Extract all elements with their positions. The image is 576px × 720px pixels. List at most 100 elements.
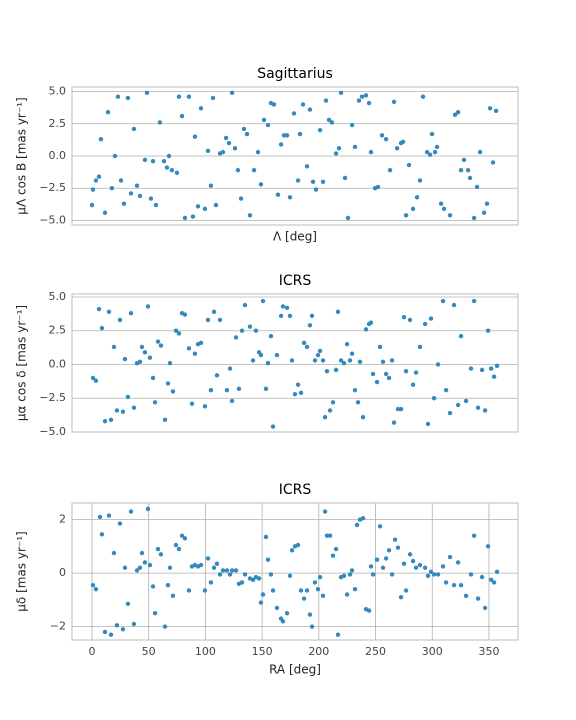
point: [389, 358, 395, 363]
point: [320, 593, 326, 599]
point: [400, 139, 406, 145]
point: [295, 382, 301, 387]
point: [352, 387, 358, 393]
point: [137, 359, 143, 364]
point: [147, 355, 153, 360]
point: [438, 201, 444, 206]
point: [330, 400, 336, 405]
point: [440, 298, 446, 304]
point: [223, 135, 229, 141]
point: [414, 195, 420, 200]
point: [467, 175, 473, 181]
point: [447, 410, 453, 416]
point: [370, 371, 376, 377]
point: [374, 557, 380, 562]
point: [304, 344, 310, 350]
point: [122, 565, 128, 570]
y-tick-label: −5.0: [39, 425, 66, 438]
point: [301, 596, 307, 601]
point: [431, 572, 437, 577]
point: [186, 346, 192, 351]
point: [395, 545, 401, 550]
point: [162, 417, 168, 423]
point: [391, 420, 397, 425]
point: [96, 174, 102, 179]
point: [317, 574, 323, 580]
point: [333, 367, 339, 373]
point: [211, 565, 217, 570]
point: [468, 366, 474, 371]
point: [208, 183, 214, 188]
point: [463, 593, 469, 599]
point: [307, 107, 313, 112]
point: [383, 556, 389, 561]
point: [410, 382, 416, 387]
point: [417, 562, 423, 568]
point: [320, 358, 326, 363]
point: [327, 533, 333, 538]
point: [307, 612, 313, 617]
point: [102, 629, 108, 635]
point: [242, 302, 248, 308]
point: [458, 167, 464, 173]
point: [413, 370, 419, 375]
point: [263, 534, 269, 540]
point: [474, 184, 480, 190]
point: [153, 202, 159, 208]
point: [363, 327, 369, 332]
point: [494, 363, 500, 369]
point: [324, 369, 330, 374]
point: [213, 202, 219, 208]
point: [147, 562, 153, 568]
point: [217, 317, 223, 323]
point: [131, 126, 137, 132]
point: [251, 167, 257, 173]
point: [377, 524, 383, 529]
point: [139, 550, 145, 556]
point: [387, 167, 393, 173]
point: [182, 215, 188, 221]
point: [345, 215, 351, 221]
point: [90, 375, 96, 381]
point: [278, 142, 284, 147]
point: [468, 572, 474, 577]
point: [312, 358, 318, 363]
point: [217, 572, 223, 577]
point: [268, 572, 274, 577]
point: [375, 184, 381, 190]
point: [247, 213, 253, 218]
point: [298, 588, 304, 593]
point: [280, 619, 286, 624]
point: [142, 350, 148, 355]
point: [336, 146, 342, 151]
point: [312, 580, 318, 585]
point: [238, 196, 244, 201]
point: [220, 149, 226, 155]
point: [482, 408, 488, 413]
point: [198, 106, 204, 111]
point: [112, 153, 118, 159]
point: [155, 546, 161, 552]
point: [145, 506, 151, 512]
point: [344, 342, 350, 347]
point: [287, 195, 293, 200]
point: [93, 178, 99, 183]
point: [118, 178, 124, 183]
point: [300, 102, 306, 107]
point: [368, 149, 374, 155]
point: [484, 201, 490, 206]
point: [97, 514, 103, 520]
point: [278, 313, 284, 319]
point: [99, 532, 105, 537]
point: [447, 213, 453, 218]
point: [233, 335, 239, 340]
y-axis-label: μα cos δ [mas yr⁻¹]: [15, 305, 29, 421]
point: [121, 201, 127, 206]
y-tick-label: −2.5: [39, 181, 66, 194]
point: [214, 561, 220, 566]
point: [440, 564, 446, 569]
point: [205, 317, 211, 323]
point: [182, 536, 188, 541]
y-axis-label: μΛ cos B [mas yr⁻¹]: [15, 97, 29, 214]
x-tick-label: 150: [252, 645, 273, 658]
